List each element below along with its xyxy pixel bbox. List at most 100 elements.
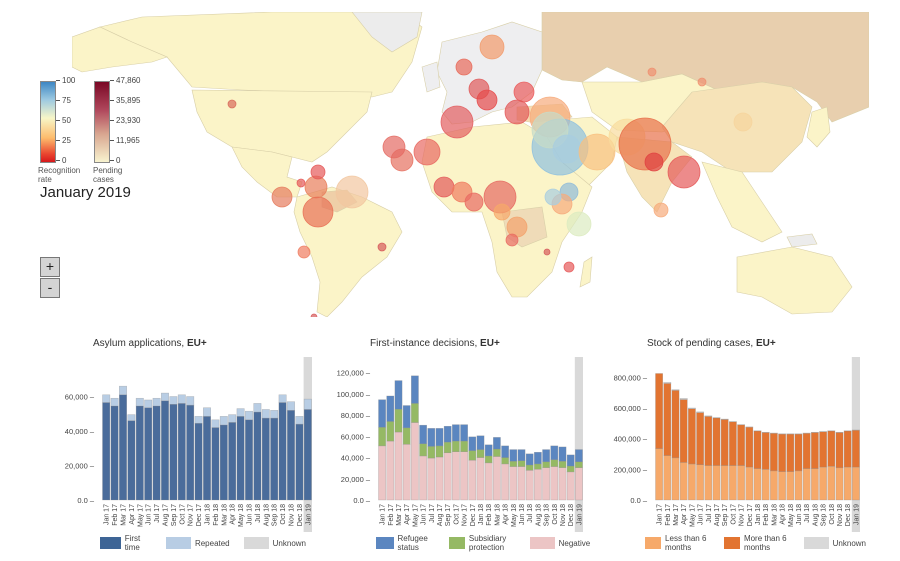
- country-bubble[interactable]: [667, 155, 701, 189]
- bar-segment[interactable]: [152, 397, 161, 407]
- bar-segment[interactable]: [177, 394, 186, 404]
- country-canada[interactable]: [99, 12, 423, 98]
- bar-segment[interactable]: [811, 468, 819, 501]
- bar-segment[interactable]: [778, 433, 786, 472]
- bar-segment[interactable]: [186, 396, 195, 406]
- country-bubble[interactable]: [296, 178, 306, 188]
- country-bubble[interactable]: [302, 196, 334, 228]
- country-bubble[interactable]: [543, 248, 551, 256]
- bar-segment[interactable]: [852, 466, 860, 501]
- bar-segment[interactable]: [135, 397, 144, 407]
- bar-segment[interactable]: [786, 471, 795, 501]
- country-greenland[interactable]: [351, 12, 423, 53]
- bar-segment[interactable]: [663, 455, 672, 501]
- bar-segment[interactable]: [501, 445, 509, 458]
- legend-item[interactable]: First time: [100, 534, 152, 552]
- bar-segment[interactable]: [819, 431, 827, 468]
- bar-segment[interactable]: [468, 450, 477, 461]
- bar-segment[interactable]: [558, 461, 567, 468]
- bar-segment[interactable]: [278, 394, 287, 403]
- bar-segment[interactable]: [542, 461, 550, 468]
- bar-segment[interactable]: [152, 405, 161, 501]
- country-bubble[interactable]: [413, 138, 441, 166]
- bar-segment[interactable]: [427, 446, 436, 459]
- bar-segment[interactable]: [144, 407, 153, 501]
- legend-item[interactable]: Negative: [529, 534, 590, 552]
- bar-segment[interactable]: [460, 440, 468, 452]
- bar-segment[interactable]: [575, 449, 583, 463]
- bar-segment[interactable]: [671, 389, 680, 391]
- bar-segment[interactable]: [493, 448, 501, 457]
- bar-segment[interactable]: [655, 448, 663, 501]
- country-bubble[interactable]: [304, 175, 328, 199]
- bar-segment[interactable]: [386, 421, 395, 442]
- bar-segment[interactable]: [119, 385, 127, 396]
- bar-segment[interactable]: [452, 451, 460, 501]
- bar-segment[interactable]: [550, 459, 559, 467]
- bar-segment[interactable]: [534, 463, 542, 470]
- country-bubble[interactable]: [505, 233, 519, 247]
- bar-segment[interactable]: [679, 399, 688, 463]
- bar-segment[interactable]: [509, 466, 518, 501]
- bar-segment[interactable]: [525, 453, 534, 466]
- country-bubble[interactable]: [479, 34, 505, 60]
- country-papua[interactable]: [786, 233, 818, 248]
- bar-segment[interactable]: [484, 455, 493, 464]
- bar-segment[interactable]: [144, 399, 153, 408]
- bar-segment[interactable]: [119, 394, 127, 501]
- legend-item[interactable]: More than 6 months: [723, 534, 790, 552]
- bar-segment[interactable]: [476, 457, 485, 501]
- bar-segment[interactable]: [411, 375, 419, 404]
- bar-segment[interactable]: [127, 420, 136, 501]
- bar-segment[interactable]: [704, 416, 713, 466]
- bar-segment[interactable]: [378, 427, 386, 447]
- bar-segment[interactable]: [270, 417, 279, 501]
- legend-item[interactable]: Subsidiary protection: [449, 534, 515, 552]
- bar-segment[interactable]: [211, 419, 220, 428]
- bar-segment[interactable]: [253, 411, 262, 501]
- bar-segment[interactable]: [245, 410, 253, 421]
- bar-segment[interactable]: [427, 457, 436, 501]
- bar-segment[interactable]: [753, 468, 762, 501]
- bar-segment[interactable]: [575, 461, 583, 468]
- bar-segment[interactable]: [542, 449, 550, 463]
- legend-item[interactable]: Unknown: [803, 534, 866, 552]
- country-madagascar[interactable]: [579, 256, 593, 288]
- bar-segment[interactable]: [729, 421, 737, 466]
- country-bubble[interactable]: [578, 133, 616, 171]
- bar-segment[interactable]: [737, 424, 745, 466]
- bar-segment[interactable]: [729, 465, 737, 501]
- bar-segment[interactable]: [419, 443, 427, 457]
- legend-item[interactable]: Repeated: [165, 534, 230, 552]
- bar-segment[interactable]: [394, 431, 403, 501]
- bar-segment[interactable]: [443, 452, 452, 501]
- zoom-in-button[interactable]: +: [40, 257, 60, 277]
- bar-segment[interactable]: [476, 435, 485, 450]
- bar-segment[interactable]: [411, 403, 419, 423]
- legend-item[interactable]: Unknown: [243, 534, 306, 552]
- bar-segment[interactable]: [688, 463, 696, 501]
- bar-segment[interactable]: [753, 430, 762, 469]
- bar-segment[interactable]: [194, 422, 203, 501]
- bar-segment[interactable]: [794, 470, 803, 501]
- bar-segment[interactable]: [303, 398, 312, 410]
- country-bubble[interactable]: [297, 245, 311, 259]
- country-bubble[interactable]: [552, 134, 582, 164]
- bar-segment[interactable]: [394, 380, 403, 410]
- country-bubble[interactable]: [653, 202, 669, 218]
- bar-segment[interactable]: [550, 466, 559, 501]
- country-bubble[interactable]: [310, 164, 326, 180]
- bar-segment[interactable]: [534, 451, 542, 465]
- bar-segment[interactable]: [671, 390, 680, 459]
- bar-segment[interactable]: [386, 440, 395, 501]
- bar-segment[interactable]: [435, 445, 444, 458]
- bar-segment[interactable]: [786, 433, 795, 472]
- bar-segment[interactable]: [509, 449, 518, 462]
- country-bubble[interactable]: [433, 176, 455, 198]
- bar-segment[interactable]: [169, 404, 178, 501]
- bar-segment[interactable]: [663, 383, 672, 456]
- country-bubble[interactable]: [697, 77, 707, 87]
- country-alaska[interactable]: [72, 26, 168, 73]
- country-bubble[interactable]: [377, 242, 387, 252]
- region-europe[interactable]: [436, 21, 543, 125]
